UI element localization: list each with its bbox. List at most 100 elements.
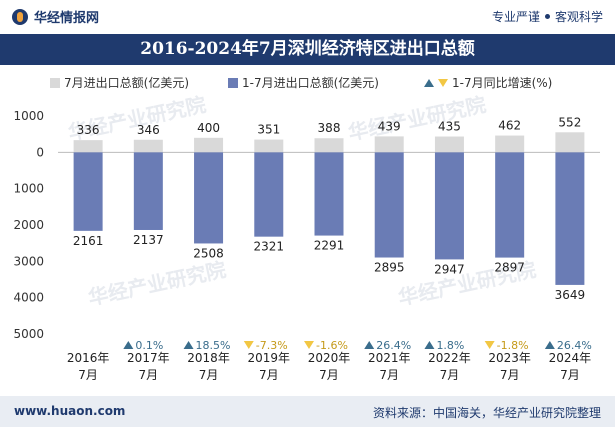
data-label-cumulative: 2897 [494,261,525,275]
footer: www.huaon.com 资料来源：中国海关，华经产业研究院整理 [0,396,615,427]
x-tick-label: 2022年 [428,351,471,365]
data-label-monthly: 552 [558,115,581,129]
bar-cumulative [434,152,464,260]
y-tick-label: 3000 [13,254,44,268]
bar-cumulative [495,152,525,258]
bar-cumulative [133,152,163,230]
growth-label: 26.4% [376,339,411,352]
y-tick-label: 5000 [13,327,44,341]
data-label-cumulative: 2137 [133,233,164,247]
bar-monthly [194,137,224,153]
data-label-cumulative: 2947 [434,262,465,276]
x-tick-label: 2023年 [488,351,531,365]
growth-down-triangle-icon [243,341,254,349]
bar-cumulative [73,152,103,231]
data-label-cumulative: 2321 [254,240,285,254]
x-tick-label: 2016年 [67,351,110,365]
x-tick-label: 7月 [319,368,339,382]
legend-up-triangle-icon [424,78,434,87]
x-tick-label: 2017年 [127,351,170,365]
dot-icon [544,14,550,19]
growth-up-triangle-icon [424,341,435,349]
growth-up-triangle-icon [364,341,375,349]
bar-monthly [133,139,163,153]
data-label-monthly: 336 [77,123,100,137]
legend-swatch-monthly [50,77,60,88]
x-tick-label: 7月 [259,368,279,382]
footer-url[interactable]: www.huaon.com [14,404,126,418]
bar-cumulative [194,152,224,244]
data-label-monthly: 439 [378,119,401,133]
x-tick-label: 7月 [500,368,520,382]
x-tick-label: 2019年 [248,351,291,365]
growth-down-triangle-icon [484,341,495,349]
watermark-text: 华经产业研究院 [346,92,488,145]
slogan: 专业严谨 客观科学 [492,8,603,25]
y-tick-label: 1000 [13,109,44,123]
brand[interactable]: 华经情报网 [12,7,99,26]
bar-monthly [314,138,344,153]
growth-label: 26.4% [557,339,592,352]
x-tick-label: 7月 [440,368,460,382]
data-label-cumulative: 3649 [555,288,586,302]
growth-label: 18.5% [196,339,231,352]
bar-cumulative [555,152,585,285]
legend-item-cumulative: 1-7月进出口总额(亿美元) [228,74,379,91]
legend-down-triangle-icon [438,78,448,87]
x-tick-label: 2020年 [308,351,351,365]
growth-down-triangle-icon [304,341,314,349]
data-label-cumulative: 2291 [314,239,345,253]
x-tick-label: 7月 [199,368,219,382]
data-label-cumulative: 2161 [73,234,104,248]
bar-monthly [374,136,404,153]
data-label-monthly: 388 [318,121,341,135]
x-tick-label: 2024年 [549,351,592,365]
data-label-monthly: 400 [197,121,220,135]
bar-monthly [254,139,284,153]
y-tick-label: 4000 [13,291,44,305]
bar-cumulative [314,152,344,236]
growth-label: -1.8% [497,339,529,352]
bar-monthly [73,140,103,153]
brand-name: 华经情报网 [34,11,100,26]
legend-item-monthly: 7月进出口总额(亿美元) [50,74,189,91]
legend-label-monthly: 7月进出口总额(亿美元) [64,76,189,90]
data-label-monthly: 346 [137,123,160,137]
footer-source: 资料来源：中国海关，华经产业研究院整理 [372,406,601,420]
legend-swatch-cumulative [228,77,238,88]
growth-label: -7.3% [256,339,288,352]
x-tick-label: 7月 [560,368,580,382]
y-tick-label: 0 [36,145,44,159]
legend-label-cumulative: 1-7月进出口总额(亿美元) [242,76,379,90]
x-tick-label: 2018年 [187,351,230,365]
x-tick-label: 7月 [139,368,159,382]
growth-up-triangle-icon [183,341,194,349]
y-tick-label: 2000 [13,218,44,232]
bar-monthly [495,135,525,153]
data-label-cumulative: 2508 [193,246,224,260]
growth-up-triangle-icon [544,341,555,349]
bar-monthly [555,132,585,153]
top-bar: 华经情报网 专业严谨 客观科学 [0,0,615,34]
growth-label: 1.8% [436,339,464,352]
bar-cumulative [254,152,284,237]
legend: 7月进出口总额(亿美元) 1-7月进出口总额(亿美元) 1-7月同比增速(%) [0,72,615,92]
growth-up-triangle-icon [123,341,134,349]
x-tick-label: 2021年 [368,351,411,365]
slogan-right: 客观科学 [554,10,603,24]
legend-item-growth: 1-7月同比增速(%) [424,74,552,91]
growth-label: 0.1% [135,339,163,352]
legend-label-growth: 1-7月同比增速(%) [452,76,553,90]
bar-monthly [434,136,464,153]
data-label-monthly: 435 [438,120,461,134]
bar-cumulative [374,152,404,258]
data-label-monthly: 462 [498,119,521,133]
chart-title: 2016-2024年7月深圳经济特区进出口总额 [140,39,475,59]
x-tick-label: 7月 [379,368,399,382]
y-tick-label: 1000 [13,182,44,196]
x-tick-label: 7月 [78,368,98,382]
brand-logo-icon [12,8,28,25]
data-label-cumulative: 2895 [374,261,405,275]
watermark-text: 华经产业研究院 [86,257,228,310]
